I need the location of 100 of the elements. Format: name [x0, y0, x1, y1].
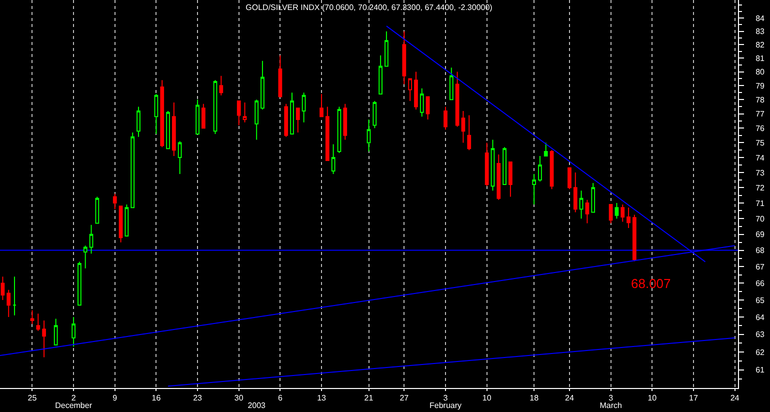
y-tick-label: 63 [756, 330, 766, 340]
candlestick [484, 142, 489, 187]
y-tick-label: 84 [756, 14, 766, 23]
candlestick [384, 30, 388, 67]
y-tick-label: 73 [756, 168, 766, 178]
x-tick-label: 3 [443, 394, 448, 403]
candlestick [585, 199, 590, 224]
x-tick-label: 10 [648, 394, 658, 403]
x-tick-label: 17 [689, 394, 698, 403]
candlestick [449, 67, 454, 100]
y-tick-label: 79 [756, 81, 766, 90]
y-tick-label: 81 [756, 54, 766, 63]
candlestick [614, 202, 619, 220]
candlestick [236, 100, 241, 126]
candlestick [136, 106, 140, 138]
candlestick [42, 320, 46, 358]
candlestick [325, 106, 330, 161]
candlestick [6, 289, 11, 318]
candlestick [544, 142, 548, 156]
candlestick [284, 103, 288, 138]
candlestick [550, 150, 554, 190]
candlestick [213, 80, 218, 134]
candlestick [296, 108, 300, 134]
candlestick [95, 196, 100, 224]
x-tick-label: 2 [71, 394, 76, 403]
y-tick-label: 78 [756, 95, 766, 104]
x2-tick-label: March [600, 401, 622, 410]
x-tick-label: 21 [364, 394, 374, 403]
candlestick [343, 103, 348, 140]
x-tick-label: 25 [28, 394, 38, 403]
candlestick [12, 276, 16, 316]
x-tick-label: 9 [112, 394, 118, 403]
y-tick-label: 66 [756, 279, 766, 288]
x-tick-label: 24 [565, 394, 574, 403]
candlestick [260, 60, 264, 110]
candlestick [366, 119, 371, 152]
candlestick [166, 110, 170, 150]
candlestick [331, 144, 336, 174]
candlestick [202, 103, 206, 129]
candlestick [632, 214, 636, 262]
candlestick [532, 173, 536, 206]
candlestick [620, 204, 625, 222]
y-tick-label: 69 [756, 230, 766, 240]
candlestick [444, 106, 448, 130]
candlestick [30, 310, 34, 324]
y-tick-label: 76 [756, 124, 766, 133]
x-tick-label: 18 [530, 394, 540, 403]
y-tick-label: 77 [756, 110, 766, 119]
candlestick [378, 54, 383, 94]
candlestick [254, 99, 259, 140]
candlestick [160, 80, 164, 148]
y-tick-label: 70 [756, 214, 766, 224]
candlestick [72, 316, 76, 348]
y-tick-label: 62 [756, 348, 766, 357]
candlestick [290, 92, 294, 134]
candlestick [337, 106, 342, 154]
y-tick-label: 80 [756, 68, 766, 77]
x-tick-label: 30 [234, 394, 244, 403]
x-tick-label: 10 [482, 394, 492, 403]
candlestick [608, 204, 613, 224]
candlestick [0, 276, 5, 301]
candlestick [496, 154, 501, 200]
y-tick-label: 83 [756, 27, 766, 36]
candlestick [302, 92, 306, 123]
candlestick [568, 167, 572, 190]
candlestick [178, 140, 182, 174]
candlestick [508, 161, 512, 198]
candlestick [154, 94, 158, 134]
candlestick [573, 172, 578, 213]
y-tick-label: 61 [756, 366, 766, 375]
ref-line-label: 68.007 [631, 276, 671, 291]
candlestick [124, 204, 129, 236]
candlestick [502, 146, 506, 186]
candlestick [461, 110, 466, 144]
y-tick-label: 74 [756, 153, 766, 162]
y-tick-label: 67 [756, 262, 766, 272]
candlestick [130, 132, 135, 208]
candlestick [320, 94, 324, 118]
x-tick-label: 24 [730, 394, 740, 403]
candlestick [118, 206, 123, 243]
y-tick-label: 82 [756, 40, 766, 50]
candlestick [490, 139, 495, 192]
candlestick [626, 207, 630, 229]
x2-tick-label: 2003 [248, 401, 266, 410]
x-tick-label: 27 [400, 394, 410, 403]
candlestick [591, 182, 596, 213]
y-tick-label: 65 [756, 296, 766, 305]
candlestick [219, 75, 224, 96]
chart-title: GOLD/SILVER INDX (70.0600, 70.2400, 67.3300, 67.4400, -2.30000) [246, 2, 493, 12]
x-tick-label: 16 [152, 394, 162, 403]
y-tick-label: 68 [756, 246, 766, 256]
candlestick [242, 102, 247, 123]
y-tick-label: 64 [756, 312, 766, 322]
x-tick-label: 23 [193, 394, 203, 403]
x-tick-label: 6 [278, 394, 283, 403]
x-tick-label: 3 [608, 394, 614, 403]
candlestick [467, 114, 472, 151]
x2-tick-label: December [55, 401, 92, 410]
x-tick-label: 13 [317, 394, 327, 403]
candlestick [278, 54, 282, 98]
